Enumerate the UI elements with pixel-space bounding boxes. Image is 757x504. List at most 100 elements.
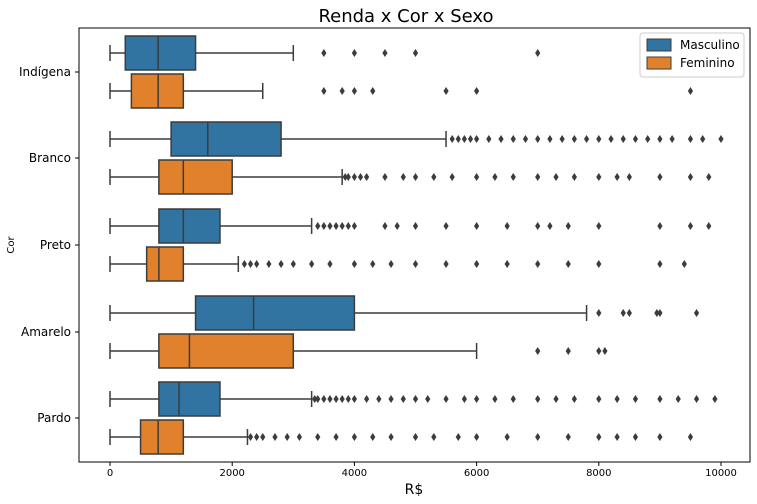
outlier-preto-feminino xyxy=(474,260,480,268)
legend-swatch-feminino xyxy=(646,56,672,70)
y-axis-label: Cor xyxy=(6,236,17,254)
outlier-preto-masculino xyxy=(687,222,694,230)
outlier-preto-masculino xyxy=(412,222,419,230)
outlier-branco-masculino xyxy=(583,135,590,143)
outlier-pardo-masculino xyxy=(312,395,318,403)
outlier-branco-masculino xyxy=(461,135,467,143)
outlier-branco-feminino xyxy=(687,173,694,181)
outlier-branco-feminino xyxy=(535,173,541,181)
outlier-branco-masculino xyxy=(718,135,724,143)
box-amarelo-feminino xyxy=(158,333,295,369)
outlier-preto-masculino xyxy=(504,222,510,230)
outlier-branco-feminino xyxy=(596,173,602,181)
outlier-branco-feminino xyxy=(571,173,577,181)
outlier-preto-feminino xyxy=(681,260,687,268)
outlier-branco-masculino xyxy=(596,135,602,143)
outlier-preto-feminino xyxy=(412,260,419,268)
outlier-indigena-masculino xyxy=(535,49,541,57)
outlier-pardo-masculino xyxy=(492,395,498,403)
box-pardo-masculino xyxy=(158,381,221,417)
outlier-pardo-masculino xyxy=(657,395,663,403)
outlier-amarelo-masculino xyxy=(596,309,602,317)
y-tick-label-branco: Branco xyxy=(29,151,71,165)
outlier-preto-masculino xyxy=(394,222,400,230)
outlier-pardo-masculino xyxy=(553,395,559,403)
outlier-branco-masculino xyxy=(657,135,663,143)
outlier-pardo-masculino xyxy=(364,395,370,403)
outlier-preto-masculino xyxy=(474,222,480,230)
outlier-indigena-feminino xyxy=(474,87,480,95)
outlier-branco-feminino xyxy=(626,173,632,181)
outlier-preto-feminino xyxy=(370,260,376,268)
outlier-branco-masculino xyxy=(632,135,639,143)
outlier-pardo-feminino xyxy=(535,433,541,441)
outlier-branco-feminino xyxy=(382,173,388,181)
outlier-branco-feminino xyxy=(492,173,498,181)
outlier-pardo-feminino xyxy=(260,433,266,441)
outlier-indigena-masculino xyxy=(412,49,419,57)
outlier-pardo-feminino xyxy=(614,433,620,441)
outlier-pardo-masculino xyxy=(712,395,718,403)
outlier-branco-masculino xyxy=(449,135,455,143)
outlier-pardo-feminino xyxy=(272,433,278,441)
box-group-indigena-masculino xyxy=(109,35,541,71)
outlier-pardo-feminino xyxy=(596,433,602,441)
outlier-pardo-masculino xyxy=(376,395,382,403)
box-group-pardo-feminino xyxy=(109,419,694,455)
outlier-pardo-masculino xyxy=(535,395,541,403)
outlier-preto-feminino xyxy=(266,260,272,268)
outlier-amarelo-masculino xyxy=(620,309,626,317)
outlier-branco-masculino xyxy=(700,135,706,143)
outlier-preto-masculino xyxy=(657,222,663,230)
outlier-pardo-feminino xyxy=(247,433,254,441)
outlier-pardo-masculino xyxy=(632,395,639,403)
legend-label-masculino: Masculino xyxy=(680,38,740,52)
outlier-preto-feminino xyxy=(351,260,357,268)
outlier-branco-feminino xyxy=(553,173,559,181)
outlier-pardo-masculino xyxy=(510,395,516,403)
box-group-pardo-masculino xyxy=(109,381,718,417)
outlier-branco-feminino xyxy=(706,173,712,181)
outlier-pardo-masculino xyxy=(693,395,700,403)
outlier-pardo-feminino xyxy=(431,433,437,441)
outlier-pardo-feminino xyxy=(315,433,321,441)
box-group-branco-feminino xyxy=(109,159,712,195)
outlier-preto-masculino xyxy=(565,222,571,230)
outlier-branco-feminino xyxy=(474,173,480,181)
outlier-preto-masculino xyxy=(339,222,345,230)
outlier-preto-feminino xyxy=(388,260,394,268)
outlier-indigena-feminino xyxy=(687,87,694,95)
outlier-indigena-feminino xyxy=(351,87,357,95)
outlier-pardo-feminino xyxy=(455,433,461,441)
legend: Masculino Feminino xyxy=(639,32,745,78)
outlier-pardo-masculino xyxy=(474,395,480,403)
outlier-pardo-feminino xyxy=(370,433,376,441)
x-tick-label-2000: 2000 xyxy=(219,468,244,479)
box-group-amarelo-masculino xyxy=(109,295,700,331)
outlier-pardo-feminino xyxy=(412,433,419,441)
box-group-branco-masculino xyxy=(109,121,724,157)
outlier-branco-masculino xyxy=(486,135,492,143)
outlier-pardo-masculino xyxy=(596,395,602,403)
outlier-preto-masculino xyxy=(382,222,388,230)
box-group-preto-feminino xyxy=(109,246,687,282)
outlier-branco-feminino xyxy=(657,173,663,181)
outlier-indigena-feminino xyxy=(339,87,345,95)
outlier-pardo-masculino xyxy=(315,395,321,403)
outlier-pardo-feminino xyxy=(687,433,694,441)
boxes-layer xyxy=(109,35,724,455)
outlier-amarelo-masculino xyxy=(693,309,700,317)
outlier-branco-feminino xyxy=(342,173,348,181)
outlier-branco-feminino xyxy=(412,173,419,181)
outlier-branco-masculino xyxy=(559,135,565,143)
outlier-pardo-masculino xyxy=(461,395,467,403)
box-pardo-feminino xyxy=(139,419,185,455)
outlier-pardo-masculino xyxy=(400,395,406,403)
outlier-pardo-masculino xyxy=(571,395,577,403)
outlier-pardo-feminino xyxy=(565,433,571,441)
outlier-pardo-masculino xyxy=(321,395,327,403)
outlier-indigena-feminino xyxy=(321,87,327,95)
outlier-branco-masculino xyxy=(687,135,694,143)
outlier-preto-feminino xyxy=(309,260,315,268)
outlier-branco-masculino xyxy=(455,135,461,143)
